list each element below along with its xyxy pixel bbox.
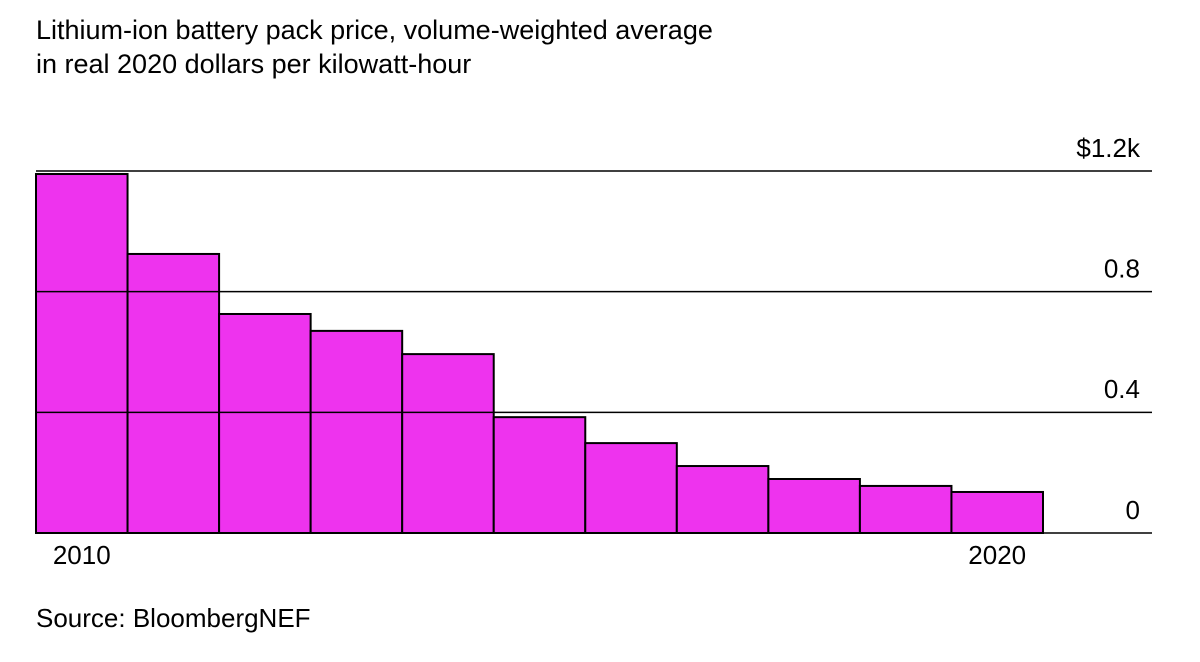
y-tick-label: $1.2k xyxy=(1076,133,1141,163)
chart-subtitle: in real 2020 dollars per kilowatt-hour xyxy=(36,49,471,79)
bar xyxy=(218,312,312,534)
bar xyxy=(309,329,404,534)
chart-title: Lithium-ion battery pack price, volume-w… xyxy=(36,15,713,45)
y-tick-label: 0 xyxy=(1126,495,1140,525)
bar xyxy=(126,252,221,534)
bar xyxy=(950,490,1044,534)
x-tick-label: 2010 xyxy=(53,540,111,570)
y-tick-label: 0.8 xyxy=(1104,254,1140,284)
y-tick-label: 0.4 xyxy=(1104,374,1140,404)
bar xyxy=(492,416,587,534)
source-note: Source: BloombergNEF xyxy=(36,603,311,633)
bar xyxy=(35,173,129,534)
bar xyxy=(675,465,770,534)
bar xyxy=(767,478,861,535)
bar xyxy=(858,484,953,535)
bar xyxy=(401,353,495,534)
x-tick-label: 2020 xyxy=(968,540,1026,570)
bar xyxy=(584,442,678,534)
